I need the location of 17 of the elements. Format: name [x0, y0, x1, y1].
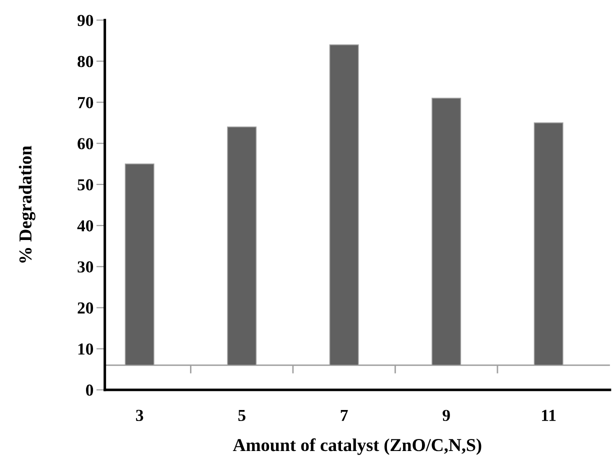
y-tick-label: 60	[78, 138, 94, 150]
y-axis-title: % Degradation	[18, 146, 36, 263]
y-tick-label: 30	[78, 261, 94, 273]
y-tick-label: 50	[78, 179, 94, 190]
x-tick-label: 7	[340, 410, 348, 421]
x-axis-title: Amount of catalyst (ZnO/C,N,S)	[232, 438, 482, 455]
y-tick-label: 80	[78, 56, 94, 68]
x-tick-label: 11	[542, 410, 556, 421]
x-tick-label: 3	[136, 410, 144, 422]
y-tick-label: 20	[78, 302, 94, 314]
y-tick-label: 70	[78, 96, 94, 108]
y-tick-label: 40	[77, 220, 94, 232]
x-tick-label: 5	[238, 410, 246, 422]
y-tick-label: 10	[78, 343, 94, 355]
x-tick-label: 9	[442, 410, 450, 422]
y-tick-label: 90	[78, 14, 94, 26]
y-tick-label: 0	[86, 384, 94, 396]
